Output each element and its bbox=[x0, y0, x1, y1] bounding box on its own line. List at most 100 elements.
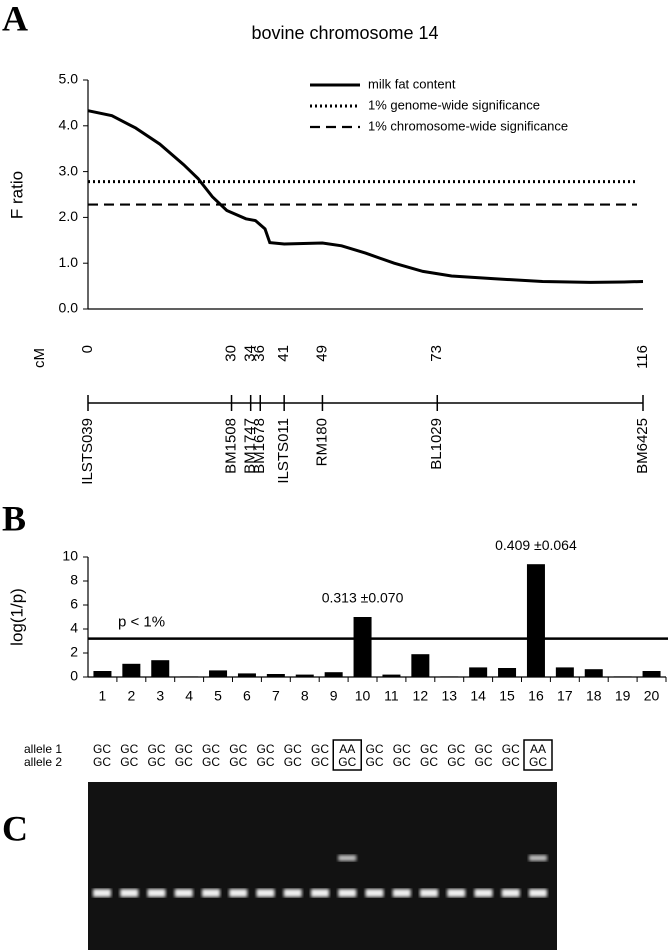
allele: GC bbox=[175, 742, 193, 756]
x-tick-label: 6 bbox=[243, 688, 251, 704]
allele: GC bbox=[338, 755, 356, 769]
allele: GC bbox=[393, 755, 411, 769]
x-tick-label: 9 bbox=[330, 688, 338, 704]
allele: GC bbox=[175, 755, 193, 769]
gel-band bbox=[474, 889, 493, 897]
x-tick-label: 15 bbox=[499, 688, 515, 704]
bar bbox=[642, 671, 661, 677]
gel-band bbox=[174, 889, 193, 897]
x-tick-label: 49 bbox=[313, 345, 330, 362]
x-tick-label: 4 bbox=[185, 688, 193, 704]
y-tick-label: 4 bbox=[70, 620, 78, 636]
x-tick-label: 116 bbox=[634, 345, 651, 369]
x-tick-label: 12 bbox=[413, 688, 429, 704]
gel-band bbox=[365, 889, 384, 897]
marker-label: BM1747 bbox=[242, 418, 259, 474]
bar bbox=[93, 671, 112, 677]
x-tick-label: 18 bbox=[586, 688, 602, 704]
y-axis-label: F ratio bbox=[7, 171, 26, 219]
y-tick-label: 10 bbox=[62, 548, 78, 564]
gel-band bbox=[202, 889, 220, 897]
allele: GC bbox=[93, 755, 111, 769]
bar bbox=[353, 617, 372, 677]
allele: GC bbox=[311, 742, 329, 756]
allele: AA bbox=[339, 742, 355, 756]
marker-label: RM180 bbox=[313, 418, 330, 466]
x-tick-label: 36 bbox=[251, 345, 268, 362]
x-tick-label: 20 bbox=[644, 688, 660, 704]
marker-label: BM1678 bbox=[251, 418, 268, 474]
bar bbox=[295, 674, 314, 677]
allele: GC bbox=[366, 755, 384, 769]
x-tick-label: 19 bbox=[615, 688, 631, 704]
panel-label: B bbox=[2, 498, 26, 538]
allele: GC bbox=[202, 755, 220, 769]
legend-label: 1% chromosome-wide significance bbox=[368, 118, 568, 133]
allele: GC bbox=[475, 742, 493, 756]
y-tick-label: 8 bbox=[70, 572, 78, 588]
bar bbox=[555, 667, 574, 677]
allele: GC bbox=[366, 742, 384, 756]
panel-label: C bbox=[2, 808, 28, 848]
x-tick-label: 17 bbox=[557, 688, 573, 704]
marker-label: BM1508 bbox=[223, 418, 240, 474]
y-tick-label: 0.0 bbox=[59, 300, 79, 316]
bar bbox=[382, 674, 401, 677]
y-tick-label: 4.0 bbox=[59, 117, 79, 133]
bar bbox=[440, 676, 459, 677]
x-tick-label: 11 bbox=[384, 688, 399, 704]
highlight-box bbox=[332, 739, 362, 771]
gel-band bbox=[311, 889, 329, 897]
x-axis-label: cM bbox=[31, 348, 48, 368]
marker-label: ILSTS011 bbox=[275, 418, 292, 484]
allele: GC bbox=[502, 742, 520, 756]
allele: GC bbox=[447, 742, 465, 756]
x-tick-label: 1 bbox=[99, 688, 107, 704]
bar bbox=[209, 670, 228, 677]
allele: GC bbox=[229, 755, 247, 769]
allele: GC bbox=[284, 742, 302, 756]
bar bbox=[613, 676, 632, 677]
legend-label: 1% genome-wide significance bbox=[368, 97, 540, 112]
y-tick-label: 1.0 bbox=[59, 254, 79, 270]
y-tick-label: 2 bbox=[70, 644, 78, 660]
allele: AA bbox=[530, 742, 546, 756]
x-tick-label: 10 bbox=[355, 688, 371, 704]
allele: GC bbox=[311, 755, 329, 769]
threshold-label: p < 1% bbox=[118, 614, 165, 631]
annotation: 0.313 ±0.070 bbox=[322, 590, 404, 606]
allele: GC bbox=[93, 742, 111, 756]
allele: GC bbox=[284, 755, 302, 769]
allele: GC bbox=[120, 755, 138, 769]
allele: GC bbox=[120, 742, 138, 756]
gel-band bbox=[392, 889, 411, 897]
bar bbox=[498, 668, 517, 677]
allele: GC bbox=[202, 742, 220, 756]
marker-label: ILSTS039 bbox=[79, 418, 96, 485]
x-tick-label: 73 bbox=[428, 345, 445, 362]
x-tick-label: 41 bbox=[275, 345, 292, 362]
bar bbox=[411, 654, 430, 677]
x-tick-label: 16 bbox=[528, 688, 544, 704]
allele: GC bbox=[229, 742, 247, 756]
x-tick-label: 7 bbox=[272, 688, 280, 704]
marker-label: BM6425 bbox=[634, 418, 651, 474]
line-series bbox=[87, 109, 644, 284]
allele: GC bbox=[420, 742, 438, 756]
bar bbox=[584, 669, 603, 677]
allele: GC bbox=[148, 742, 166, 756]
gel-band bbox=[256, 889, 275, 897]
x-tick-label: 3 bbox=[156, 688, 164, 704]
allele: GC bbox=[148, 755, 166, 769]
x-tick-label: 34 bbox=[242, 345, 259, 362]
bar bbox=[324, 672, 343, 677]
allele: GC bbox=[447, 755, 465, 769]
bar bbox=[122, 663, 141, 677]
gel-band bbox=[120, 889, 139, 897]
allele: GC bbox=[257, 742, 275, 756]
y-tick-label: 5.0 bbox=[59, 71, 79, 87]
x-tick-label: 14 bbox=[470, 688, 486, 704]
legend-label: milk fat content bbox=[368, 76, 456, 91]
allele: GC bbox=[420, 755, 438, 769]
